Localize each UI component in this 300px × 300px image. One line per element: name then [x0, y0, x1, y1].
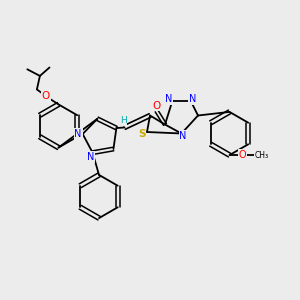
Text: N: N [189, 94, 197, 104]
Text: N: N [74, 129, 82, 139]
Text: N: N [165, 94, 172, 104]
Text: O: O [238, 150, 246, 160]
Text: O: O [42, 91, 50, 101]
Text: N: N [86, 152, 94, 162]
Text: O: O [152, 100, 161, 111]
Text: CH₃: CH₃ [254, 151, 269, 160]
Text: S: S [138, 129, 146, 140]
Text: H: H [120, 116, 126, 125]
Text: N: N [179, 131, 187, 141]
